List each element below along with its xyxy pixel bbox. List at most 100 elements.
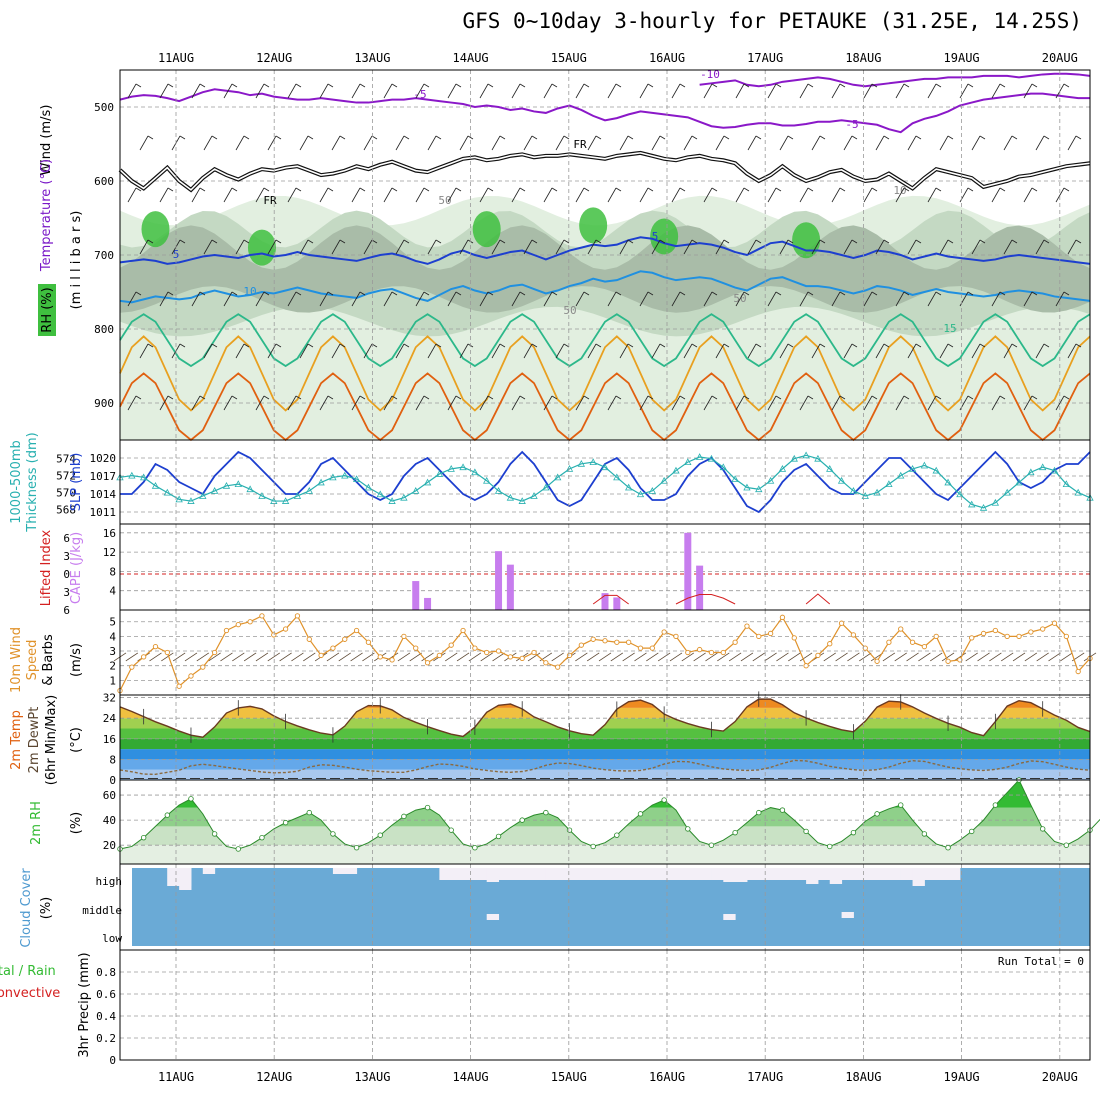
wind-barb-flag [775,187,782,192]
cloud-gap-mid [486,914,500,920]
wind-barb [191,395,201,411]
surface-barb [303,652,316,662]
surface-barb [740,652,754,662]
wind-barb [735,395,745,411]
surface-barb [1048,652,1061,662]
wind-barb-flag [807,395,814,400]
wind-barb-flag [1011,343,1018,348]
surface-barb [598,652,612,662]
wind-barb [363,239,373,255]
cloud-gap [782,868,795,880]
rh-point [424,804,431,811]
contour-label: FR [263,194,277,207]
wind-barb [779,343,789,359]
surface-barb [149,652,162,662]
wind-barb [139,343,149,359]
cloud-gap [675,868,689,880]
wind-barb [383,83,393,99]
cloud-gap [569,868,582,880]
surface-barb [208,652,221,662]
surface-barb [859,652,872,662]
wind-barb [575,187,585,203]
thickness-point [577,459,586,467]
surface-barb [172,652,186,662]
wind-speed-point [353,627,360,634]
wind-barb [991,395,1001,411]
wind-barb-flag [903,291,910,296]
wind-speed-point [401,633,407,640]
wind-barb-flag [659,135,666,140]
thickness-point [376,490,384,498]
wind-barb [255,395,265,411]
wind-speed-point [637,645,644,651]
thickness-point [530,492,538,499]
thickness-point [731,475,739,482]
wind-barb [831,187,841,203]
wind-barb-flag [691,135,698,140]
wind-barb [127,83,137,99]
surface-barb [610,652,624,662]
wind-barb-flag [147,135,154,140]
isotherm-15 [119,313,1091,368]
wind-speed-point [235,622,241,628]
wind-speed-point [495,648,502,654]
wind-speed-point [827,641,833,647]
surface-barb [1000,652,1014,662]
wind-barb [671,291,681,307]
cloud-gap [877,868,890,880]
wind-barb [235,343,245,359]
wind-barb [511,291,521,307]
thickness-point [352,475,361,482]
wind-barb [747,343,757,359]
surface-barb [397,652,411,662]
wind-barb [895,187,905,203]
cloud-gap [664,868,677,880]
wind-barb-flag [179,135,186,140]
wind-barb-flag [423,83,430,88]
wind-barb [479,83,489,99]
slp-tick: 1014 [90,488,117,501]
wind-barb-flag [615,291,622,296]
cape-tick: 8 [109,565,116,578]
wind-barb [459,135,469,151]
wind-barb-flag [583,187,590,192]
surface-barb [1024,652,1038,662]
wind-barb-flag [551,83,558,88]
cape-bar [412,581,420,610]
wind-barb [447,83,457,99]
precip-tick: 0.4 [96,1010,116,1023]
thickness-point [991,498,1000,506]
wind-barb-flag [243,239,250,244]
wind-barb-flag [167,187,174,192]
wind-barb-flag [647,187,654,192]
thickness-point [944,478,952,486]
wind-barb-flag [1043,239,1050,244]
wind-barb [203,135,213,151]
wind-barb [511,83,521,99]
wind-tick: 5 [109,616,116,629]
rh-moist-patch [141,211,170,248]
wind-barb [831,291,841,307]
wind-barb-flag [391,187,398,192]
wind-barb-flag [807,187,814,192]
wind-tick: 1 [109,674,116,687]
cloud-gap [853,868,866,880]
cloud-gap-high [806,868,819,884]
wind-barb [383,395,393,411]
rh-point [211,831,218,837]
wind-speed-point [614,639,620,645]
wind-barb-flag [743,83,750,88]
cloud-gap [900,868,914,880]
thickness-point [979,503,988,511]
thickness-point [423,478,432,486]
wind-barb [671,187,681,203]
wind-barb [159,395,169,411]
wind-barb-flag [359,83,366,88]
wind-barb [875,135,885,151]
cape-bar [613,597,621,610]
temp-tick: 8 [109,753,116,766]
thickness-point [837,476,846,484]
wind-barb [811,239,821,255]
wind-barb [1023,187,1033,203]
